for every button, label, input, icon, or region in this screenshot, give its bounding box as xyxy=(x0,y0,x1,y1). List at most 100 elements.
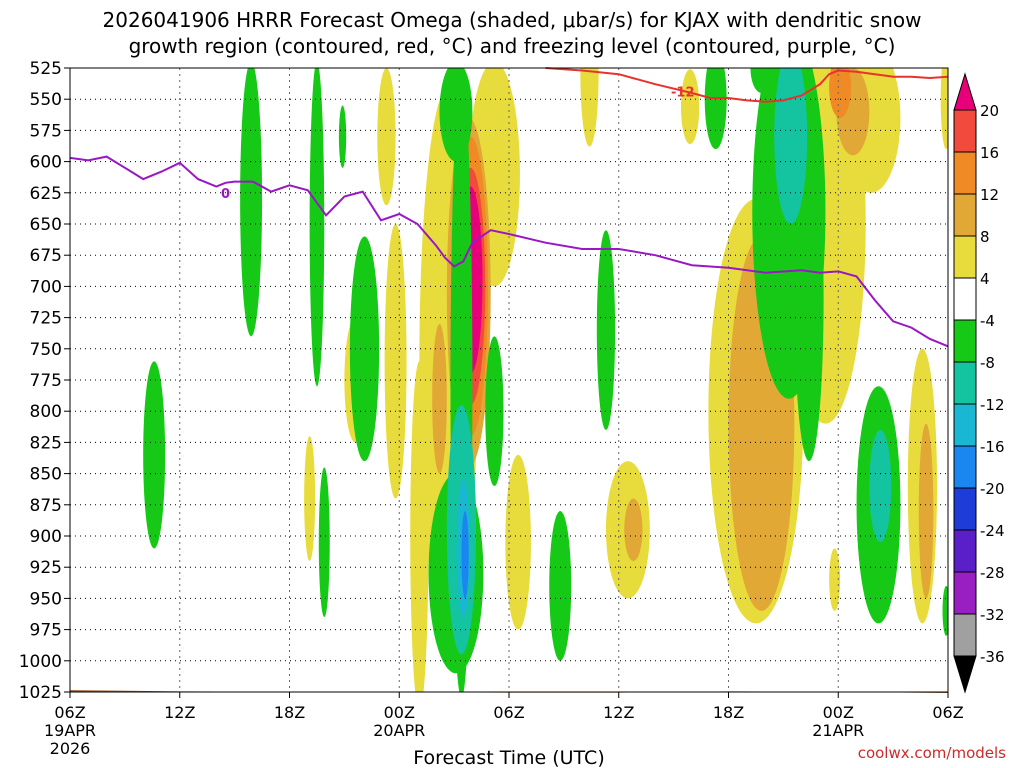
omega-region xyxy=(624,498,643,561)
colorbar-label: 12 xyxy=(980,186,999,204)
x-tick-label: 06Z xyxy=(493,703,524,722)
x-tick-label: 00Z xyxy=(384,703,415,722)
x-tick-year-label: 2026 xyxy=(50,739,91,758)
omega-region xyxy=(918,423,934,599)
colorbar-top-triangle xyxy=(953,72,977,111)
dgz-isotherm-contour xyxy=(545,67,949,103)
omega-region xyxy=(774,68,808,224)
omega-region xyxy=(439,68,473,162)
y-tick-label: 625 xyxy=(30,184,62,204)
colorbar-bin xyxy=(953,361,977,405)
x-tick-label: 18Z xyxy=(274,703,305,722)
omega-region xyxy=(240,68,263,337)
colorbar-label: -12 xyxy=(980,396,1005,414)
omega-region xyxy=(680,69,700,145)
y-tick-label: 975 xyxy=(30,621,62,641)
x-tick-date-label: 21APR xyxy=(812,721,864,740)
colorbar-bin xyxy=(953,151,977,195)
y-tick-label: 775 xyxy=(30,371,62,391)
freezing-level-contour xyxy=(69,155,949,348)
omega-region xyxy=(549,511,572,661)
omega-region xyxy=(349,236,380,462)
omega-region xyxy=(580,68,599,147)
axes-layer: 525 550 575 600 625 650 675 700 725 750 775 800 825 8… xyxy=(19,59,964,768)
omega-region xyxy=(384,224,407,499)
x-axis-label: Forecast Time (UTC) xyxy=(413,747,604,768)
omega-region xyxy=(461,511,469,599)
contour-layer: 0 -12 xyxy=(69,67,949,348)
omega-region xyxy=(829,548,841,611)
omega-region xyxy=(309,68,325,387)
omega-region xyxy=(704,68,727,150)
omega-shading xyxy=(143,68,948,692)
x-tick-label: 12Z xyxy=(164,703,195,722)
omega-region xyxy=(940,68,948,150)
colorbar-bin xyxy=(953,487,977,531)
colorbar-label: -16 xyxy=(980,438,1005,456)
x-tick-label: 06Z xyxy=(932,703,963,722)
y-tick-label: 725 xyxy=(30,309,62,329)
omega-shading-layer xyxy=(143,68,948,692)
colorbar-label: 4 xyxy=(980,270,990,288)
y-tick-label: 825 xyxy=(30,433,62,453)
omega-region xyxy=(942,585,948,636)
colorbar-bin xyxy=(953,277,977,321)
colorbar-label: 20 xyxy=(980,102,999,120)
y-tick-label: 850 xyxy=(30,465,62,485)
colorbar-label: -36 xyxy=(980,648,1005,666)
colorbar-label: -20 xyxy=(980,480,1005,498)
colorbar-label: -28 xyxy=(980,564,1005,582)
colorbar-bin xyxy=(953,319,977,363)
colorbar-label: 16 xyxy=(980,144,999,162)
omega-region xyxy=(304,436,316,561)
y-tick-label: 750 xyxy=(30,340,62,360)
omega-region xyxy=(485,336,504,487)
colorbar-label: -32 xyxy=(980,606,1005,624)
omega-region xyxy=(410,361,429,692)
y-tick-label: 525 xyxy=(30,59,62,79)
colorbar-bin xyxy=(953,109,977,153)
contour-label: -12 xyxy=(671,86,695,101)
colorbar-bin xyxy=(953,235,977,279)
y-tick-label: 925 xyxy=(30,558,62,578)
omega-region xyxy=(338,105,347,168)
contour-label: 0 xyxy=(221,187,230,202)
x-tick-label: 18Z xyxy=(713,703,744,722)
y-tick-label: 575 xyxy=(30,121,62,141)
y-tick-label: 1025 xyxy=(19,683,62,703)
colorbar-label: -8 xyxy=(980,354,995,372)
omega-region xyxy=(794,136,824,462)
colorbar: 20 16 12 8 4 -4 -8 -12 -16 -20 -24 -28 -32 -36 xyxy=(953,72,1005,694)
y-tick-label: 875 xyxy=(30,496,62,516)
colorbar-bin xyxy=(953,403,977,447)
watermark: coolwx.com/models xyxy=(857,744,1006,762)
colorbar-bottom-triangle xyxy=(953,655,977,694)
y-tick-label: 900 xyxy=(30,527,62,547)
omega-region xyxy=(318,467,330,618)
chart-title-line-1: 2026041906 HRRR Forecast Omega (shaded, … xyxy=(102,8,922,32)
omega-region xyxy=(829,68,852,118)
colorbar-bin xyxy=(953,193,977,237)
x-tick-label: 00Z xyxy=(823,703,854,722)
omega-region xyxy=(377,68,396,206)
colorbar-label: -4 xyxy=(980,312,995,330)
colorbar-bin xyxy=(953,613,977,657)
x-tick-date-label: 19APR xyxy=(44,721,96,740)
omega-region xyxy=(869,429,892,543)
x-tick-label: 06Z xyxy=(54,703,85,722)
x-tick-date-label: 20APR xyxy=(373,721,425,740)
colorbar-bin xyxy=(953,529,977,573)
omega-region xyxy=(432,323,447,474)
y-tick-label: 650 xyxy=(30,215,62,235)
y-tick-label: 675 xyxy=(30,246,62,266)
y-tick-label: 600 xyxy=(30,153,62,173)
colorbar-label: 8 xyxy=(980,228,990,246)
y-tick-label: 700 xyxy=(30,277,62,297)
chart-title-line-2: growth region (contoured, red, °C) and f… xyxy=(128,34,896,58)
colorbar-bin xyxy=(953,571,977,615)
y-tick-label: 800 xyxy=(30,402,62,422)
colorbar-bin xyxy=(953,445,977,489)
omega-region xyxy=(143,361,166,549)
x-tick-label: 12Z xyxy=(603,703,634,722)
